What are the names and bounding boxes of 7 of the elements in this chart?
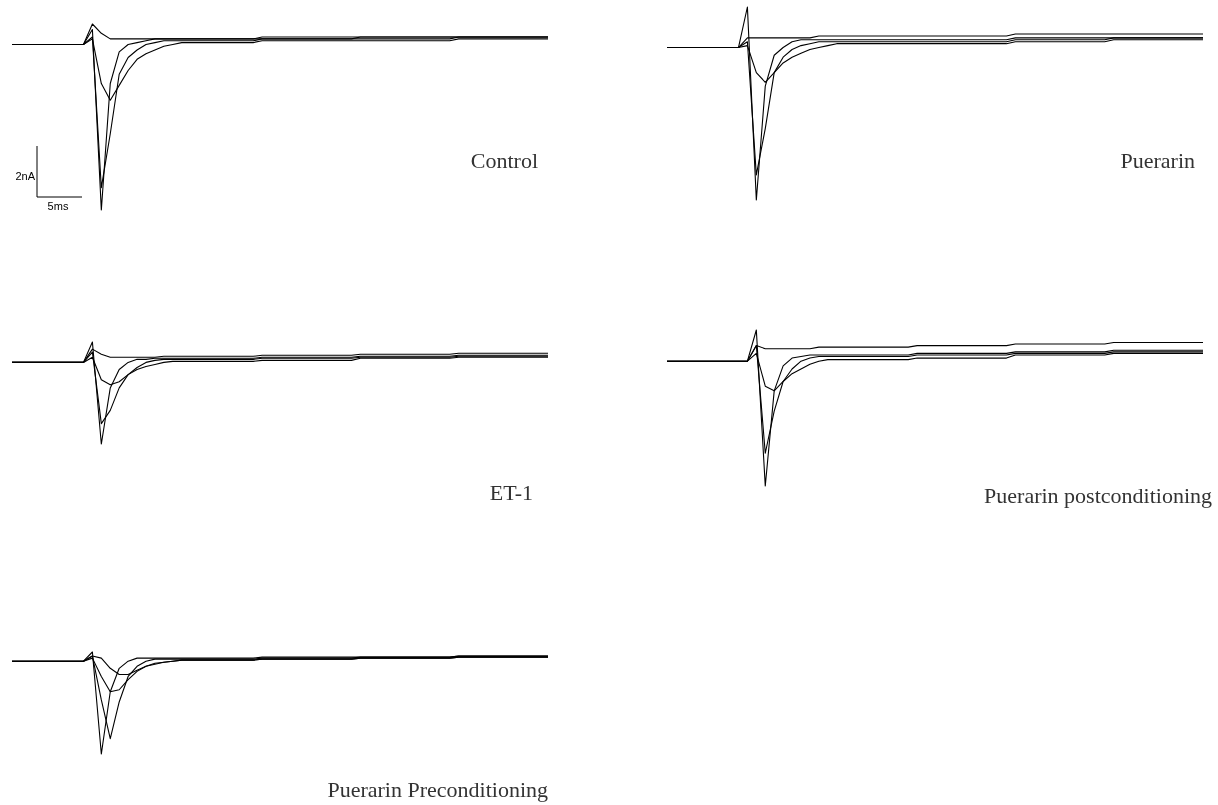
text: ET-1 <box>489 480 533 505</box>
text: Puerarin Preconditioning <box>327 777 548 802</box>
annotation: 2nA <box>15 170 36 182</box>
text: Puerarin <box>1120 148 1195 173</box>
text: Puerarin postconditioning <box>984 483 1212 508</box>
annotation: 5ms <box>47 200 69 212</box>
text: Control <box>470 148 538 173</box>
